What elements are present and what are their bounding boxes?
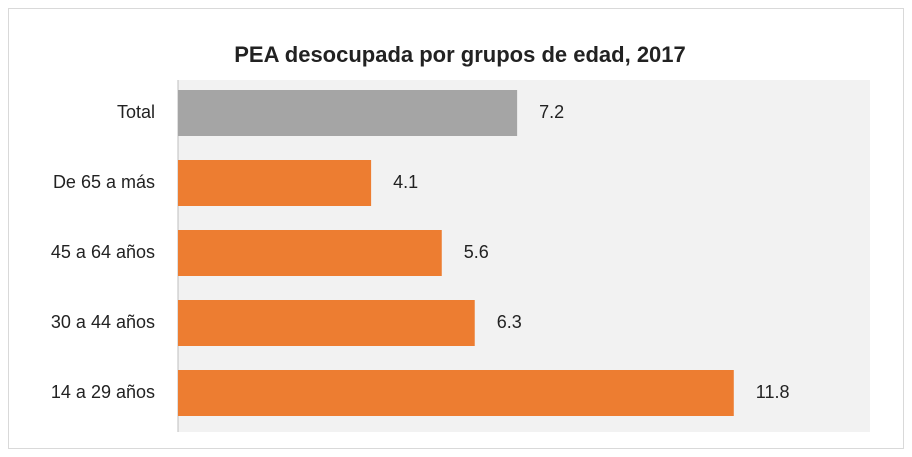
y-tick-label: Total — [117, 102, 155, 122]
value-label: 6.3 — [497, 312, 522, 332]
value-label: 7.2 — [539, 102, 564, 122]
bar — [178, 230, 442, 276]
value-label: 4.1 — [393, 172, 418, 192]
y-tick-label: De 65 a más — [53, 172, 155, 192]
bar — [178, 300, 475, 346]
bar — [178, 90, 518, 136]
value-label: 5.6 — [464, 242, 489, 262]
value-label: 11.8 — [756, 382, 790, 402]
bar — [178, 370, 734, 416]
y-tick-label: 30 a 44 años — [51, 312, 155, 332]
bar — [178, 160, 372, 206]
y-tick-label: 45 a 64 años — [51, 242, 155, 262]
chart-title: PEA desocupada por grupos de edad, 2017 — [234, 42, 686, 67]
y-tick-label: 14 a 29 años — [51, 382, 155, 402]
